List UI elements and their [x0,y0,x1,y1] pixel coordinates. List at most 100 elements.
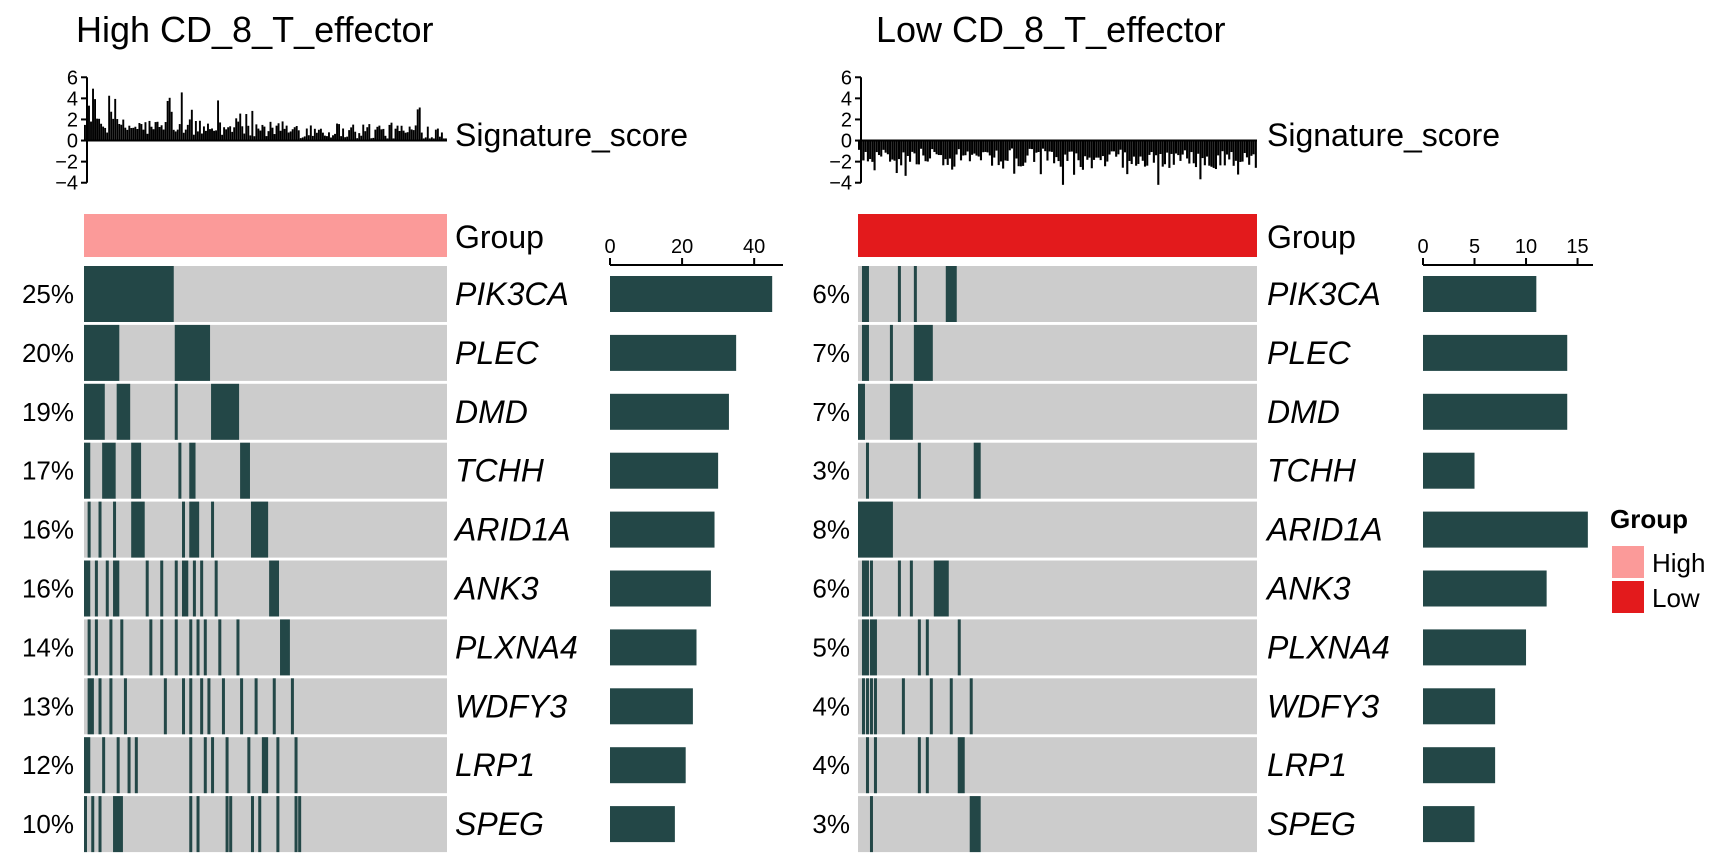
mutation-cell [189,796,193,853]
gene-row-ank3: 16% ANK3 [22,560,711,617]
mutation-cell [865,678,869,735]
mutation-cell [174,324,211,381]
score-bar [436,128,439,141]
gene-row-plec: 20% PLEC [22,324,737,381]
heatmap-row-background [858,442,1257,499]
score-bar [1132,140,1135,157]
score-bar [348,130,351,141]
score-bar [223,127,226,141]
gene-label: PLXNA4 [455,629,578,665]
mutation-percentage: 4% [812,750,850,780]
score-bar [202,126,205,141]
score-bar [1199,140,1202,180]
score-bar [162,129,165,141]
score-bar [396,125,399,141]
score-bar [1237,140,1240,175]
legend-swatch [1612,581,1644,613]
score-bar [1010,140,1014,149]
mutation-percentage: 5% [812,632,850,662]
score-bar [102,126,105,141]
score-bar [953,140,956,167]
score-bar [156,121,159,141]
score-bar [1046,140,1049,161]
score-bar [1112,140,1116,152]
score-bar [1068,140,1071,152]
score-bar [1157,140,1160,185]
count-tick-label: 5 [1469,236,1480,258]
score-bar [172,129,175,141]
score-bar [168,97,171,141]
mutation-cell [160,619,164,676]
score-bar [1228,140,1231,160]
score-bar [382,128,385,141]
score-bar [287,132,290,141]
mutation-cell [98,501,102,558]
score-bar [1022,140,1025,166]
score-bar [982,140,985,153]
score-bar [344,137,347,141]
mutation-percentage: 3% [812,809,850,839]
score-bar [142,129,145,141]
mutation-cell [225,796,229,853]
score-bar [279,130,282,141]
score-bar [237,121,240,141]
score-bar [966,140,969,152]
score-tick-label: 6 [841,67,852,89]
count-bar [1423,393,1568,430]
heatmap-row-background [858,266,1257,322]
heatmap-row-background [858,737,1257,794]
score-bars [858,140,1257,185]
score-bar [920,140,923,149]
score-bar [356,138,359,141]
score-bar [1110,140,1113,152]
score-bar [384,135,387,141]
score-bar [402,130,405,141]
count-bar [610,747,686,784]
score-bar [1026,140,1029,156]
score-bar [209,129,211,141]
score-bar [144,122,147,141]
score-bar [1108,140,1111,155]
score-bar [114,98,117,141]
score-bar [1146,140,1149,166]
mutation-cell [861,619,869,676]
mutation-cell [949,678,953,735]
score-bar [217,100,220,141]
count-tick-label: 20 [671,236,693,258]
legend-label: High [1652,548,1705,578]
gene-label: LRP1 [1267,747,1347,783]
mutation-cell [174,560,178,617]
score-bar [194,121,197,141]
score-bar [984,140,987,152]
score-bar [1104,140,1107,167]
mutation-cell [865,737,869,794]
score-bar [1168,140,1171,168]
score-tick-label: −2 [55,152,78,174]
mutation-cell [123,678,127,735]
score-bar [239,113,242,141]
mutation-cell [120,619,124,676]
score-bar [243,133,246,141]
score-bar [154,122,157,141]
score-bar [891,140,894,160]
score-bar [259,130,262,141]
score-bar [289,131,292,141]
score-bar [190,109,193,141]
score-bar [951,140,954,170]
score-bar [1172,140,1175,165]
score-bar [1106,140,1109,162]
score-bar [231,131,234,141]
score-bar [1039,140,1042,175]
mutation-cell [973,442,981,499]
mutation-cell [969,678,973,735]
score-bar [1148,140,1151,155]
mutation-cell [116,383,131,440]
score-bar [889,140,892,162]
score-bar [182,132,185,141]
score-bar [1097,140,1100,158]
mutation-cell [174,383,178,440]
mutation-cell [897,266,901,322]
score-bar [1239,140,1242,162]
score-bar [995,140,998,151]
gene-row-lrp1: 12% LRP1 [22,737,686,794]
